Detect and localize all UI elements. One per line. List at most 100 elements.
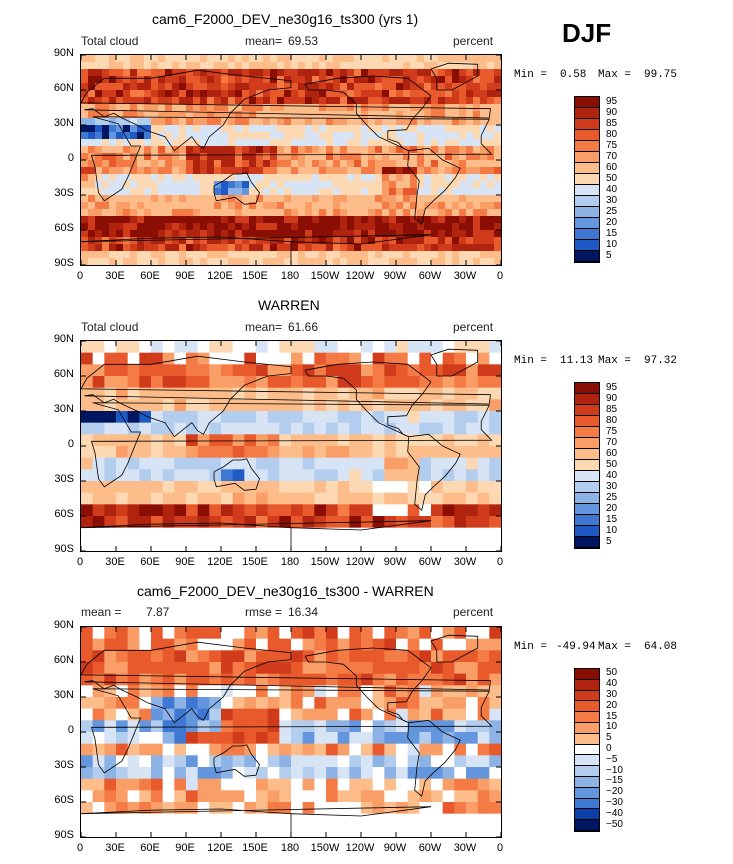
- field-cell: [242, 132, 250, 140]
- field-cell: [151, 125, 159, 133]
- field-cell: [104, 387, 117, 400]
- field-cell: [81, 111, 89, 119]
- field-cell: [256, 209, 264, 217]
- field-cell: [95, 90, 103, 98]
- field-cell: [396, 55, 404, 63]
- field-cell: [302, 364, 315, 377]
- field-cell: [139, 813, 152, 826]
- field-cell: [291, 118, 299, 126]
- field-cell: [221, 69, 229, 77]
- field-cell: [396, 216, 404, 224]
- colorbar-label: 85: [606, 403, 618, 415]
- field-cell: [298, 160, 306, 168]
- field-cell: [92, 685, 105, 698]
- field-cell: [81, 697, 94, 710]
- field-cell: [372, 411, 385, 424]
- field-cell: [267, 446, 280, 459]
- field-cell: [487, 139, 495, 147]
- field-cell: [326, 743, 339, 756]
- field-cell: [473, 69, 481, 77]
- field-cell: [270, 146, 278, 154]
- field-cell: [407, 341, 420, 354]
- field-cell: [207, 111, 215, 119]
- field-cell: [459, 181, 467, 189]
- field-cell: [102, 111, 110, 119]
- field-cell: [333, 139, 341, 147]
- field-cell: [92, 802, 105, 815]
- field-cell: [249, 202, 257, 210]
- field-cell: [337, 527, 350, 540]
- field-cell: [88, 195, 96, 203]
- field-cell: [298, 62, 306, 70]
- field-cell: [242, 202, 250, 210]
- field-cell: [277, 188, 285, 196]
- field-cell: [314, 504, 327, 517]
- field-cell: [81, 230, 89, 238]
- field-cell: [92, 527, 105, 540]
- field-cell: [466, 146, 474, 154]
- field-cell: [477, 422, 490, 435]
- field-cell: [431, 813, 444, 826]
- field-cell: [361, 446, 374, 459]
- field-cell: [314, 469, 327, 482]
- field-cell: [116, 104, 124, 112]
- field-cell: [279, 767, 292, 780]
- field-cell: [263, 223, 271, 231]
- field-cell: [445, 118, 453, 126]
- field-cell: [291, 457, 304, 470]
- field-cell: [197, 685, 210, 698]
- field-cell: [151, 492, 164, 505]
- field-cell: [116, 125, 124, 133]
- field-cell: [81, 167, 89, 175]
- field-cell: [179, 188, 187, 196]
- field-cell: [368, 62, 376, 70]
- field-cell: [326, 174, 334, 182]
- field-cell: [186, 188, 194, 196]
- field-cell: [337, 662, 350, 675]
- field-cell: [407, 469, 420, 482]
- field-cell: [349, 387, 362, 400]
- field-cell: [81, 139, 89, 147]
- field-cell: [454, 422, 467, 435]
- field-cell: [454, 755, 467, 768]
- field-cell: [298, 118, 306, 126]
- field-cell: [151, 743, 164, 756]
- field-cell: [445, 76, 453, 84]
- field-cell: [431, 627, 444, 640]
- field-cell: [466, 174, 474, 182]
- field-cell: [109, 104, 117, 112]
- field-cell: [242, 97, 250, 105]
- field-cell: [454, 767, 467, 780]
- field-cell: [298, 83, 306, 91]
- field-cell: [151, 251, 159, 259]
- field-cell: [95, 125, 103, 133]
- field-cell: [396, 195, 404, 203]
- field-cell: [473, 216, 481, 224]
- field-cell: [326, 446, 339, 459]
- field-cell: [489, 708, 501, 721]
- field-cell: [473, 83, 481, 91]
- field-cell: [162, 673, 175, 686]
- field-cell: [442, 755, 455, 768]
- field-cell: [139, 411, 152, 424]
- field-cell: [244, 411, 257, 424]
- field-cell: [466, 650, 479, 663]
- field-cell: [326, 778, 339, 791]
- field-cell: [244, 627, 257, 640]
- field-cell: [354, 216, 362, 224]
- field-cell: [424, 223, 432, 231]
- field-cell: [466, 167, 474, 175]
- field-cell: [452, 104, 460, 112]
- field-cell: [368, 125, 376, 133]
- field-cell: [319, 258, 327, 265]
- field-cell: [123, 55, 131, 63]
- field-cell: [389, 69, 397, 77]
- panel-1-variable: Total cloud: [81, 34, 139, 48]
- field-cell: [368, 237, 376, 245]
- colorbar-segment: [575, 690, 599, 702]
- field-cell: [396, 341, 409, 354]
- field-cell: [137, 251, 145, 259]
- field-cell: [298, 181, 306, 189]
- field-cell: [92, 825, 105, 837]
- field-cell: [452, 223, 460, 231]
